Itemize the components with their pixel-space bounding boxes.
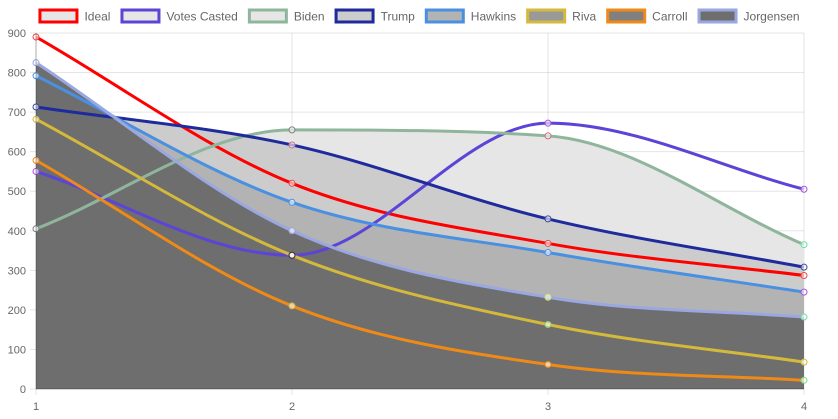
- legend-item-ideal[interactable]: Ideal: [38, 8, 111, 24]
- line-jorgensen: [35, 61, 805, 319]
- point-riva[interactable]: [800, 358, 808, 366]
- line-trump: [35, 105, 805, 269]
- line-ideal: [35, 35, 805, 277]
- point-jorgensen[interactable]: [32, 59, 40, 67]
- point-riva[interactable]: [32, 115, 40, 123]
- point-riva[interactable]: [288, 251, 296, 259]
- point-jorgensen[interactable]: [544, 293, 552, 301]
- y-tick-label: 800: [8, 68, 26, 80]
- y-tick-label: 900: [8, 28, 26, 40]
- point-ideal[interactable]: [32, 33, 40, 41]
- legend-label: Carroll: [652, 10, 687, 24]
- legend-swatch: [424, 8, 465, 24]
- point-hawkins[interactable]: [32, 72, 40, 80]
- legend-swatch: [697, 8, 738, 24]
- line-hawkins: [35, 74, 805, 294]
- legend-label: Jorgensen: [744, 10, 800, 24]
- line-biden: [35, 128, 805, 247]
- y-tick-label: 300: [8, 265, 26, 277]
- y-tick-label: 500: [8, 186, 26, 198]
- point-carroll[interactable]: [544, 360, 552, 368]
- data-points: [32, 33, 808, 384]
- point-biden[interactable]: [544, 132, 552, 140]
- y-tick-label: 0: [20, 384, 26, 396]
- legend-swatch: [38, 8, 79, 24]
- y-tick-label: 100: [8, 344, 26, 356]
- line-carroll: [35, 159, 805, 382]
- line-riva: [35, 117, 805, 364]
- point-trump[interactable]: [288, 141, 296, 149]
- point-trump[interactable]: [544, 215, 552, 223]
- point-ideal[interactable]: [288, 179, 296, 187]
- legend-label: Riva: [572, 10, 596, 24]
- point-carroll[interactable]: [32, 156, 40, 164]
- point-trump[interactable]: [32, 103, 40, 111]
- series-lines: [35, 35, 805, 382]
- x-tick-label: 1: [33, 401, 39, 413]
- legend-swatch: [606, 8, 647, 24]
- point-carroll[interactable]: [800, 376, 808, 384]
- legend-swatch: [526, 8, 567, 24]
- legend-swatch: [247, 8, 288, 24]
- legend-item-hawkins[interactable]: Hawkins: [424, 8, 516, 24]
- legend-label: Ideal: [84, 10, 110, 24]
- legend-label: Votes Casted: [166, 10, 237, 24]
- y-tick-label: 600: [8, 147, 26, 159]
- axes: 0 100 200 300 400 500 600 700 800 900 1 2 3 4: [8, 28, 807, 413]
- legend-item-riva[interactable]: Riva: [526, 8, 597, 24]
- y-tick-label: 700: [8, 107, 26, 119]
- y-tick-label: 200: [8, 305, 26, 317]
- area-jorgensen: [36, 62, 804, 390]
- point-votes-casted[interactable]: [32, 167, 40, 175]
- legend-swatch: [120, 8, 161, 24]
- legend-item-carroll[interactable]: Carroll: [606, 8, 688, 24]
- legend-item-trump[interactable]: Trump: [334, 8, 416, 24]
- point-jorgensen[interactable]: [288, 227, 296, 235]
- point-riva[interactable]: [544, 321, 552, 329]
- point-hawkins[interactable]: [800, 288, 808, 296]
- point-biden[interactable]: [32, 225, 40, 233]
- point-trump[interactable]: [800, 263, 808, 271]
- point-carroll[interactable]: [288, 302, 296, 310]
- legend: Ideal Votes Casted Biden Trump Hawkins Riva Ca…: [38, 8, 800, 24]
- legend-item-biden[interactable]: Biden: [247, 8, 325, 24]
- point-hawkins[interactable]: [544, 249, 552, 257]
- point-ideal[interactable]: [800, 271, 808, 279]
- y-tick-label: 400: [8, 226, 26, 238]
- legend-label: Trump: [381, 10, 416, 24]
- x-tick-label: 4: [801, 401, 807, 413]
- x-tick-label: 3: [545, 401, 551, 413]
- point-biden[interactable]: [800, 241, 808, 249]
- legend-item-jorgensen[interactable]: Jorgensen: [697, 8, 800, 24]
- legend-item-votes-casted[interactable]: Votes Casted: [120, 8, 238, 24]
- point-votes-casted[interactable]: [800, 185, 808, 193]
- point-votes-casted[interactable]: [544, 119, 552, 127]
- legend-label: Hawkins: [471, 10, 516, 24]
- point-jorgensen[interactable]: [800, 313, 808, 321]
- line-votes-casted: [35, 121, 805, 257]
- point-biden[interactable]: [288, 126, 296, 134]
- x-tick-label: 2: [289, 401, 295, 413]
- legend-label: Biden: [294, 10, 325, 24]
- point-ideal[interactable]: [544, 239, 552, 247]
- point-hawkins[interactable]: [288, 198, 296, 206]
- legend-swatch: [334, 8, 375, 24]
